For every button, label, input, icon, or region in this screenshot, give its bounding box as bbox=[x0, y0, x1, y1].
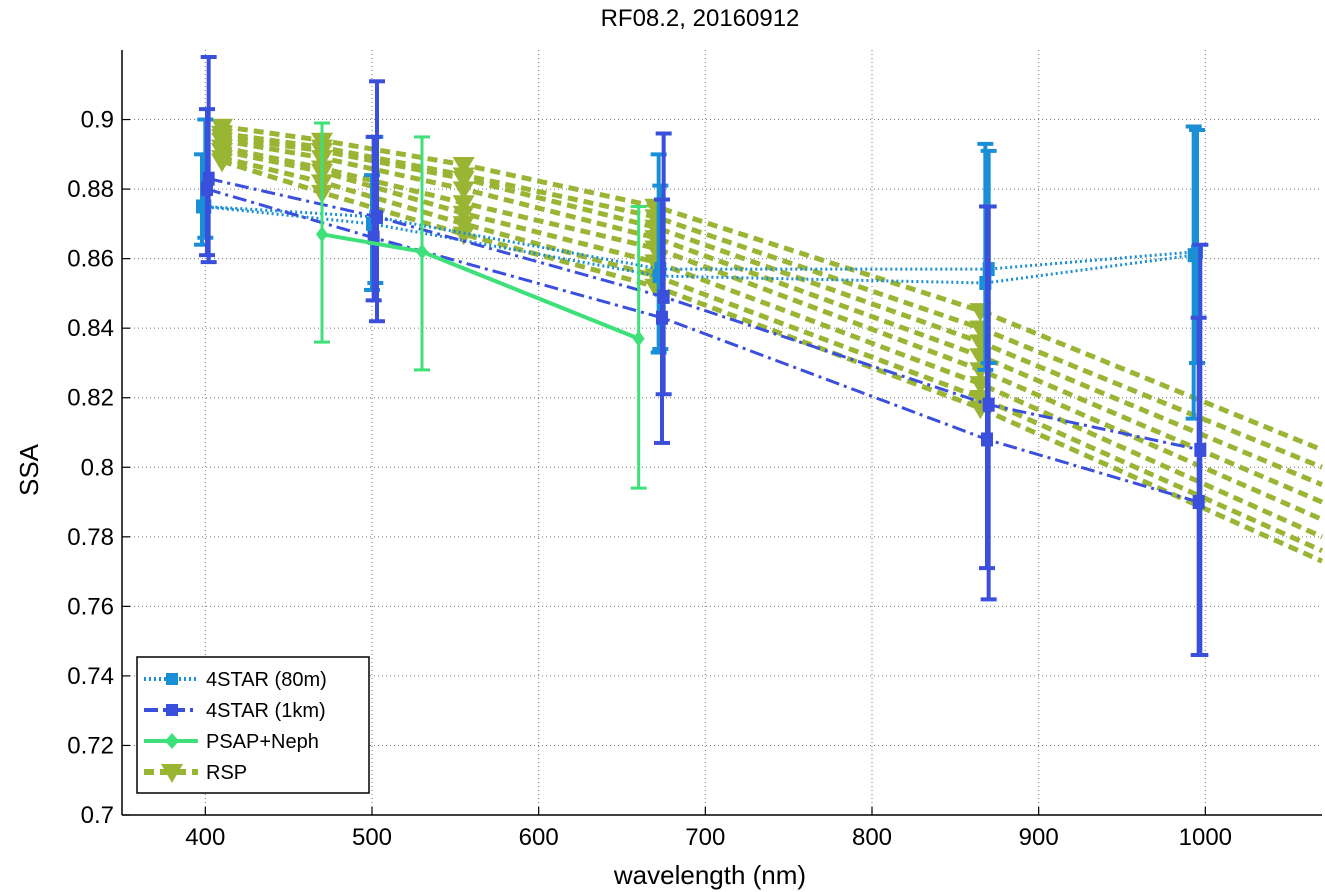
y-tick-label: 0.86 bbox=[67, 246, 114, 273]
legend: 4STAR (80m) 4STAR (1km) PSAP+Neph RSP bbox=[136, 656, 370, 794]
rsp-curve-2 bbox=[221, 134, 1323, 487]
y-tick-label: 0.78 bbox=[67, 524, 114, 551]
legend-marker-2 bbox=[165, 733, 179, 749]
legend-label-0: 4STAR (80m) bbox=[206, 669, 327, 691]
y-tick-label: 0.8 bbox=[81, 454, 114, 481]
plot-frame bbox=[121, 50, 1322, 816]
x-tick-label: 400 bbox=[185, 824, 225, 851]
rsp-marker bbox=[452, 170, 475, 190]
rsp-marker bbox=[211, 153, 233, 173]
y-tick-label: 0.88 bbox=[67, 176, 114, 203]
data-point bbox=[416, 243, 428, 260]
data-point bbox=[632, 330, 645, 347]
series-line bbox=[205, 204, 1198, 271]
rsp-marker bbox=[452, 216, 475, 235]
y-tick-label: 0.9 bbox=[81, 107, 114, 134]
y-tick-label: 0.74 bbox=[67, 663, 114, 690]
y-tick-label: 0.82 bbox=[67, 385, 114, 412]
rsp-curve-1 bbox=[221, 130, 1323, 470]
rsp-curve-0 bbox=[221, 124, 1323, 453]
rsp-marker bbox=[452, 195, 475, 214]
legend-label-2: PSAP+Neph bbox=[206, 731, 319, 753]
legend-label-3: RSP bbox=[206, 762, 247, 784]
rsp-marker bbox=[452, 205, 475, 225]
x-tick-label: 600 bbox=[519, 824, 559, 851]
y-axis: 0.7 0.72 0.74 0.76 0.78 0.8 0.82 0.84 0.86 0.88 0.… bbox=[67, 107, 130, 829]
data-point bbox=[316, 226, 328, 243]
x-tick-label: 900 bbox=[1019, 824, 1059, 851]
rsp-curve-7 bbox=[221, 158, 1324, 564]
chart-title: RF08.2, 20160912 bbox=[601, 5, 800, 32]
legend-marker-0 bbox=[166, 673, 178, 685]
rsp-marker bbox=[452, 181, 475, 201]
y-tick-label: 0.84 bbox=[67, 315, 114, 342]
series-lines bbox=[194, 54, 1209, 658]
rsp-marker bbox=[452, 157, 475, 176]
x-tick-label: 700 bbox=[685, 824, 725, 851]
rsp-curve-3 bbox=[221, 137, 1323, 505]
x-axis-label: wavelength (nm) bbox=[613, 860, 806, 890]
rsp-curve-4 bbox=[221, 144, 1324, 522]
y-tick-label: 0.72 bbox=[67, 732, 114, 759]
data-point bbox=[1192, 495, 1205, 510]
data-point bbox=[981, 432, 993, 447]
legend-label-1: 4STAR (1km) bbox=[206, 700, 326, 722]
legend-marker-3 bbox=[161, 764, 183, 783]
x-tick-label: 800 bbox=[852, 824, 892, 851]
rsp-curve-6 bbox=[221, 155, 1324, 554]
legend-marker-1 bbox=[166, 704, 178, 716]
x-tick-label: 500 bbox=[352, 824, 392, 851]
rsp-curve-5 bbox=[221, 148, 1324, 540]
x-tick-label: 1000 bbox=[1179, 824, 1232, 851]
y-tick-label: 0.7 bbox=[81, 802, 114, 829]
series-line bbox=[208, 177, 1201, 452]
series-rsp bbox=[211, 118, 1324, 564]
y-tick-label: 0.76 bbox=[67, 593, 114, 620]
data-point bbox=[656, 310, 668, 325]
series-line bbox=[206, 187, 1200, 504]
x-axis: 400 500 600 700 800 900 1000 bbox=[185, 807, 1232, 851]
y-axis-label: SSA bbox=[14, 443, 44, 496]
data-point bbox=[201, 182, 213, 197]
rsp-marker bbox=[452, 226, 475, 246]
